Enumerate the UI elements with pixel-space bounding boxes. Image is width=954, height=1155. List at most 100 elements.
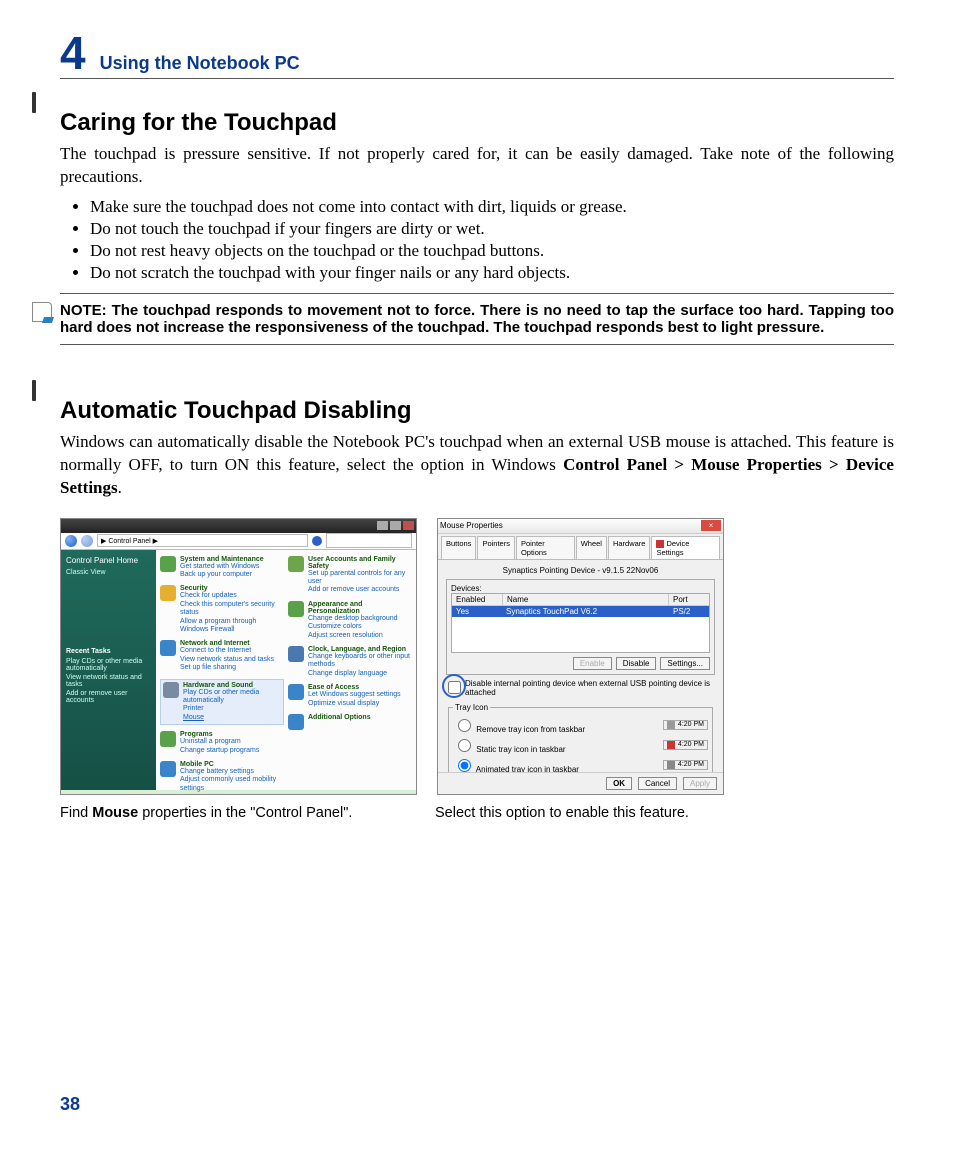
table-row[interactable]: Yes Synaptics TouchPad V6.2 PS/2 bbox=[452, 606, 709, 617]
category-title: Security bbox=[180, 585, 284, 592]
minimize-icon[interactable] bbox=[377, 521, 388, 530]
tray-option[interactable]: Remove tray icon from taskbar 4:20 PM bbox=[453, 716, 708, 734]
category-icon bbox=[160, 585, 176, 601]
devices-label: Devices: bbox=[451, 584, 710, 593]
cp-sidebar: Control Panel Home Classic View Recent T… bbox=[61, 550, 156, 790]
chapter-title: Using the Notebook PC bbox=[100, 53, 300, 74]
tray-radio[interactable] bbox=[458, 759, 471, 772]
disable-checkbox-row[interactable]: Disable internal pointing device when ex… bbox=[446, 679, 715, 697]
captions-row: Find Mouse properties in the "Control Pa… bbox=[60, 805, 894, 821]
sidebar-task[interactable]: View network status and tasks bbox=[66, 674, 151, 688]
cp-content: System and MaintenanceGet started with W… bbox=[156, 550, 416, 790]
maximize-icon[interactable] bbox=[390, 521, 401, 530]
category-links[interactable]: Let Windows suggest settingsOptimize vis… bbox=[308, 691, 401, 708]
cp-category[interactable]: User Accounts and Family SafetySet up pa… bbox=[288, 556, 412, 595]
cp-col-left: System and MaintenanceGet started with W… bbox=[160, 556, 284, 784]
category-links[interactable]: Check for updatesCheck this computer's s… bbox=[180, 592, 284, 634]
tray-status-icon bbox=[667, 741, 675, 749]
tray-status-icon bbox=[667, 761, 675, 769]
apply-button[interactable]: Apply bbox=[683, 777, 717, 790]
close-icon[interactable] bbox=[403, 521, 414, 530]
control-panel-window: ▶ Control Panel ▶ Control Panel Home Cla… bbox=[60, 518, 417, 795]
category-icon bbox=[288, 714, 304, 730]
cp-category[interactable]: Hardware and SoundPlay CDs or other medi… bbox=[160, 679, 284, 726]
cp-category[interactable]: Appearance and PersonalizationChange des… bbox=[288, 601, 412, 640]
sidebar-recent: Recent Tasks bbox=[66, 648, 151, 655]
cell-enabled: Yes bbox=[452, 606, 502, 617]
note-icon bbox=[32, 302, 52, 322]
cp-titlebar bbox=[61, 519, 416, 533]
ok-button[interactable]: OK bbox=[606, 777, 632, 790]
tab-pointer-options[interactable]: Pointer Options bbox=[516, 536, 575, 559]
category-links[interactable]: Play CDs or other media automaticallyPri… bbox=[183, 689, 281, 723]
note-label: NOTE: bbox=[60, 302, 107, 319]
cp-category[interactable]: Mobile PCChange battery settingsAdjust c… bbox=[160, 761, 284, 793]
category-title: Programs bbox=[180, 731, 259, 738]
search-input[interactable] bbox=[326, 533, 412, 548]
category-title: Ease of Access bbox=[308, 684, 401, 691]
col-enabled: Enabled bbox=[452, 594, 503, 605]
category-links[interactable]: Change desktop backgroundCustomize color… bbox=[308, 615, 412, 640]
caption-right: Select this option to enable this featur… bbox=[435, 805, 720, 821]
cp-category[interactable]: ProgramsUninstall a programChange startu… bbox=[160, 731, 284, 755]
tab-hardware[interactable]: Hardware bbox=[608, 536, 651, 559]
cp-col-right: User Accounts and Family SafetySet up pa… bbox=[288, 556, 412, 784]
screenshots-row: ▶ Control Panel ▶ Control Panel Home Cla… bbox=[60, 518, 894, 795]
category-links[interactable]: Change keyboards or other input methodsC… bbox=[308, 653, 412, 678]
cell-port: PS/2 bbox=[669, 606, 709, 617]
cp-category[interactable]: SecurityCheck for updatesCheck this comp… bbox=[160, 585, 284, 634]
back-icon[interactable] bbox=[65, 535, 77, 547]
tray-option[interactable]: Static tray icon in taskbar 4:20 PM bbox=[453, 736, 708, 754]
sidebar-classic-view[interactable]: Classic View bbox=[66, 569, 151, 576]
category-icon bbox=[288, 601, 304, 617]
section2-text: Windows can automatically disable the No… bbox=[60, 431, 894, 500]
bullet-item: Do not touch the touchpad if your finger… bbox=[90, 219, 894, 239]
cp-category[interactable]: Clock, Language, and RegionChange keyboa… bbox=[288, 646, 412, 678]
page-number: 38 bbox=[60, 1094, 80, 1115]
enable-button[interactable]: Enable bbox=[573, 657, 612, 670]
tab-buttons[interactable]: Buttons bbox=[441, 536, 476, 559]
tray-time-badge: 4:20 PM bbox=[663, 760, 708, 770]
address-bar[interactable]: ▶ Control Panel ▶ bbox=[97, 534, 308, 547]
cp-toolbar: ▶ Control Panel ▶ bbox=[61, 533, 416, 550]
section-title: Caring for the Touchpad bbox=[60, 109, 894, 137]
cp-category[interactable]: Network and InternetConnect to the Inter… bbox=[160, 640, 284, 672]
mouse-properties-dialog: Mouse Properties × ButtonsPointersPointe… bbox=[437, 518, 724, 795]
close-icon[interactable]: × bbox=[701, 520, 721, 531]
category-icon bbox=[160, 556, 176, 572]
tray-radio[interactable] bbox=[458, 719, 471, 732]
tray-time: 4:20 PM bbox=[678, 721, 704, 728]
bullet-item: Make sure the touchpad does not come int… bbox=[90, 197, 894, 217]
settings-button[interactable]: Settings... bbox=[660, 657, 710, 670]
refresh-icon[interactable] bbox=[312, 536, 322, 546]
tray-time: 4:20 PM bbox=[678, 761, 704, 768]
category-links[interactable]: Set up parental controls for any userAdd… bbox=[308, 570, 412, 595]
mp-body: Synaptics Pointing Device - v9.1.5 22Nov… bbox=[438, 560, 723, 798]
col-name: Name bbox=[503, 594, 669, 605]
sidebar-title[interactable]: Control Panel Home bbox=[66, 556, 151, 565]
cancel-button[interactable]: Cancel bbox=[638, 777, 677, 790]
category-title: Clock, Language, and Region bbox=[308, 646, 412, 653]
category-icon bbox=[160, 640, 176, 656]
disable-button[interactable]: Disable bbox=[616, 657, 657, 670]
sidebar-task[interactable]: Play CDs or other media automatically bbox=[66, 658, 151, 672]
category-links[interactable]: Connect to the InternetView network stat… bbox=[180, 647, 274, 672]
category-links[interactable]: Change battery settingsAdjust commonly u… bbox=[180, 768, 284, 793]
tray-label: Static tray icon in taskbar bbox=[474, 745, 566, 754]
cp-category[interactable]: Additional Options bbox=[288, 714, 412, 730]
sidebar-task[interactable]: Add or remove user accounts bbox=[66, 690, 151, 704]
tray-label: Remove tray icon from taskbar bbox=[474, 725, 585, 734]
touchpad-icon bbox=[32, 92, 36, 113]
cp-category[interactable]: Ease of AccessLet Windows suggest settin… bbox=[288, 684, 412, 708]
tray-radio[interactable] bbox=[458, 739, 471, 752]
category-title: User Accounts and Family Safety bbox=[308, 556, 412, 570]
tab-device-settings[interactable]: Device Settings bbox=[651, 536, 720, 559]
category-title: Additional Options bbox=[308, 714, 371, 721]
tab-pointers[interactable]: Pointers bbox=[477, 536, 515, 559]
forward-icon[interactable] bbox=[81, 535, 93, 547]
tab-wheel[interactable]: Wheel bbox=[576, 536, 607, 559]
category-links[interactable]: Get started with WindowsBack up your com… bbox=[180, 563, 264, 580]
tray-time-badge: 4:20 PM bbox=[663, 740, 708, 750]
category-links[interactable]: Uninstall a programChange startup progra… bbox=[180, 738, 259, 755]
cp-category[interactable]: System and MaintenanceGet started with W… bbox=[160, 556, 284, 580]
